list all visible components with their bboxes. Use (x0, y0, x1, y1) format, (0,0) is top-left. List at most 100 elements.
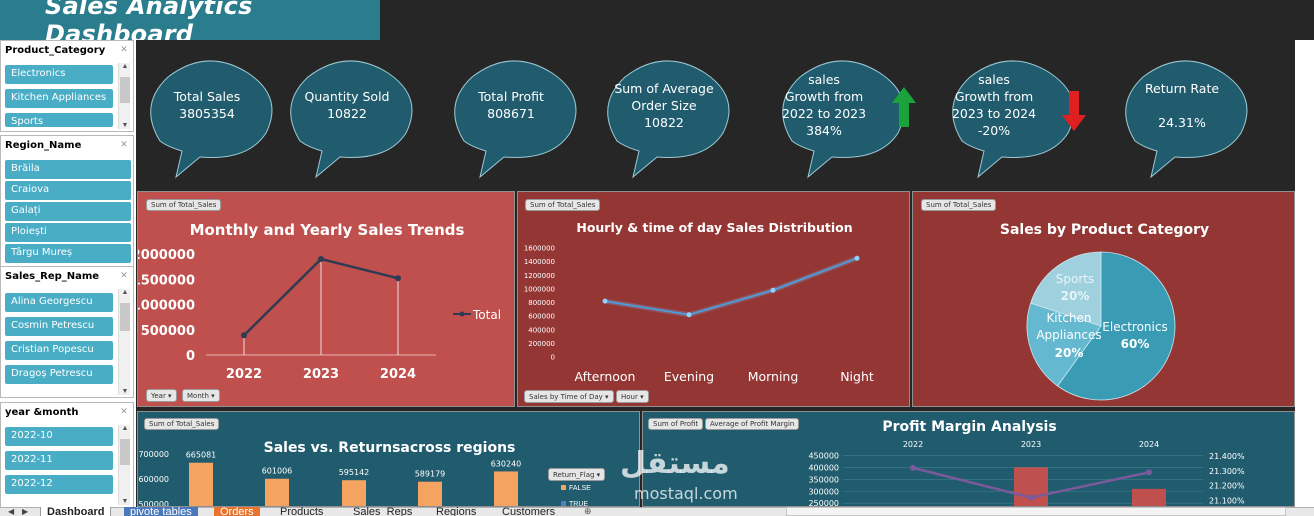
kpi-line: Order Size (631, 97, 697, 113)
speech-bubble (290, 60, 413, 179)
filter-dropdown-hour[interactable]: Hour ▾ (616, 390, 649, 403)
pie-label: Appliances (1036, 328, 1101, 342)
kpi-line: 2023 to 2024 (951, 106, 1037, 121)
scroll-down-icon[interactable]: ▼ (121, 388, 129, 395)
watermark-latin: mostaql.com (634, 484, 738, 503)
kpi-bubble: sales Growth from 2023 to 2024 -20% (940, 55, 1086, 179)
field-tag[interactable]: Sum of Total_Sales (921, 199, 997, 211)
data-point (854, 255, 860, 261)
kpi-text: sales Growth from 2022 to 2023 384% (770, 55, 878, 155)
data-point (1028, 494, 1034, 501)
slicer-title: Product_Category (5, 44, 106, 56)
bar-value-label: 665081 (186, 451, 217, 460)
slicer-item[interactable]: Ploiești (5, 223, 131, 242)
tab-dashboard[interactable]: Dashboard (40, 507, 112, 516)
filter-dropdown-time-of-day[interactable]: Sales by Time of Day ▾ (524, 390, 614, 403)
pie-slice (1026, 302, 1102, 387)
clear-filter-icon[interactable]: ✕ (120, 140, 128, 150)
clear-filter-icon[interactable]: ✕ (120, 407, 128, 417)
slicer-item[interactable]: Craiova (5, 181, 131, 200)
scroll-down-icon[interactable]: ▼ (121, 498, 129, 505)
slicer-scrollbar[interactable]: ▲ ▼ (118, 425, 130, 505)
slicer-item[interactable]: Alina Georgescu (5, 293, 113, 312)
x-tick-label: Afternoon (575, 369, 636, 384)
y2-tick-label: 21.400% (1209, 452, 1245, 461)
tab-nav-next-icon[interactable]: ▶ (22, 507, 29, 516)
kpi-bubble: Total Sales 3805354 (138, 55, 276, 179)
field-tag[interactable]: Sum of Total_Sales (146, 199, 222, 211)
pie-label: Sports (1056, 272, 1094, 286)
chart-title: Hourly & time of day Sales Distribution (576, 220, 853, 235)
scroll-up-icon[interactable]: ▲ (121, 425, 129, 432)
kpi-line: Growth from (784, 89, 864, 104)
slicer-item[interactable]: Galați (5, 202, 131, 221)
tab-nav-prev-icon[interactable]: ◀ (8, 507, 15, 516)
add-sheet-icon[interactable]: ⊕ (584, 506, 592, 516)
panel-sales-vs-returns: Sum of Total_Sales Sales vs. Returnsacro… (137, 411, 640, 508)
scroll-up-icon[interactable]: ▲ (121, 63, 129, 70)
slicer-column: Product_Category ✕ Electronics Kitchen A… (0, 40, 136, 516)
slicer-year-month: year &month ✕ 2022-10 2022-11 2022-12 ▲ … (0, 402, 134, 508)
slicer-item[interactable]: 2022-10 (5, 427, 113, 446)
y-tick-label: 1500000 (138, 273, 195, 288)
slicer-item[interactable]: Kitchen Appliances (5, 89, 113, 108)
x-tick-label: 2022 (903, 440, 923, 449)
arrow-shape (1062, 91, 1086, 131)
profit-margin-chart: 450000 400000 350000 300000 250000 21.400% 21.… (808, 440, 1245, 506)
kpi-line: 2022 to 2023 (781, 106, 867, 121)
horizontal-scrollbar[interactable] (786, 507, 1286, 516)
slicer-item[interactable]: 2022-11 (5, 451, 113, 470)
y-tick-label: 700000 (138, 450, 169, 459)
speech-bubble (454, 60, 577, 179)
slicer-item[interactable]: 2022-12 (5, 475, 113, 494)
y-tick-label: 1200000 (524, 272, 555, 280)
slicer-item[interactable]: Sports (5, 113, 113, 127)
slicer-item[interactable]: Târgu Mureș (5, 244, 131, 263)
y-tick-label: 0 (186, 349, 195, 364)
scroll-down-icon[interactable]: ▼ (121, 122, 129, 129)
slicer-item[interactable]: Brăila (5, 160, 131, 179)
scroll-up-icon[interactable]: ▲ (121, 289, 129, 296)
x-tick-label: Morning (748, 369, 799, 384)
slicer-item[interactable]: Cosmin Petrescu (5, 317, 113, 336)
y-tick-label: 300000 (808, 487, 839, 496)
field-tag[interactable]: Sum of Profit (648, 418, 704, 430)
slicer-item[interactable]: Dragoș Petrescu (5, 365, 113, 384)
kpi-text: Total Profit 808671 (442, 55, 580, 155)
slicer-region-name: Region_Name ✕ Brăila Craiova Galați Ploi… (0, 135, 134, 270)
field-tag[interactable]: Sum of Total_Sales (525, 199, 601, 211)
filter-dropdown-month[interactable]: Month ▾ (182, 389, 220, 402)
bar-value-label: 630240 (491, 459, 522, 468)
tab-regions[interactable]: Regions (436, 507, 477, 516)
tab-orders[interactable]: Orders (214, 507, 260, 516)
y-tick-label: 2000000 (138, 248, 195, 263)
data-point (686, 312, 692, 318)
kpi-text: Sum of Average Order Size 10822 (595, 55, 733, 155)
hourly-sales-chart: 1600000 1400000 1200000 1000000 800000 600000… (524, 245, 874, 385)
slicer-item[interactable]: Electronics (5, 65, 113, 84)
field-tag[interactable]: Sum of Total_Sales (144, 418, 220, 430)
data-point (770, 287, 776, 293)
tab-customers[interactable]: Customers (502, 507, 556, 516)
slicer-scrollbar[interactable]: ▲ ▼ (118, 63, 130, 129)
kpi-bubble: Sum of Average Order Size 10822 (595, 55, 733, 179)
clear-filter-icon[interactable]: ✕ (120, 45, 128, 55)
series-line (604, 257, 858, 316)
tab-products[interactable]: Products (280, 507, 324, 516)
x-tick-label: 2023 (303, 367, 339, 382)
bar-value-label: 595142 (339, 468, 370, 477)
field-tag[interactable]: Average of Profit Margin (705, 418, 800, 430)
bar (1132, 488, 1166, 506)
x-tick-label: Evening (664, 369, 714, 384)
clear-filter-icon[interactable]: ✕ (120, 271, 128, 281)
filter-dropdown-year[interactable]: Year ▾ (146, 389, 177, 402)
slicer-item[interactable]: Cristian Popescu (5, 341, 113, 360)
y-tick-label: 400000 (528, 326, 555, 334)
tab-pivote-tables[interactable]: pivote tables (124, 507, 198, 516)
tab-sales-reps[interactable]: Sales_Reps (353, 507, 413, 516)
kpi-line: 384% (806, 123, 842, 138)
speech-bubble-shape (1125, 60, 1248, 179)
slicer-scrollbar[interactable]: ▲ ▼ (118, 289, 130, 395)
kpi-bubble: Quantity Sold 10822 (278, 55, 416, 179)
filter-dropdown-return-flag[interactable]: Return_Flag ▾ (548, 468, 606, 481)
